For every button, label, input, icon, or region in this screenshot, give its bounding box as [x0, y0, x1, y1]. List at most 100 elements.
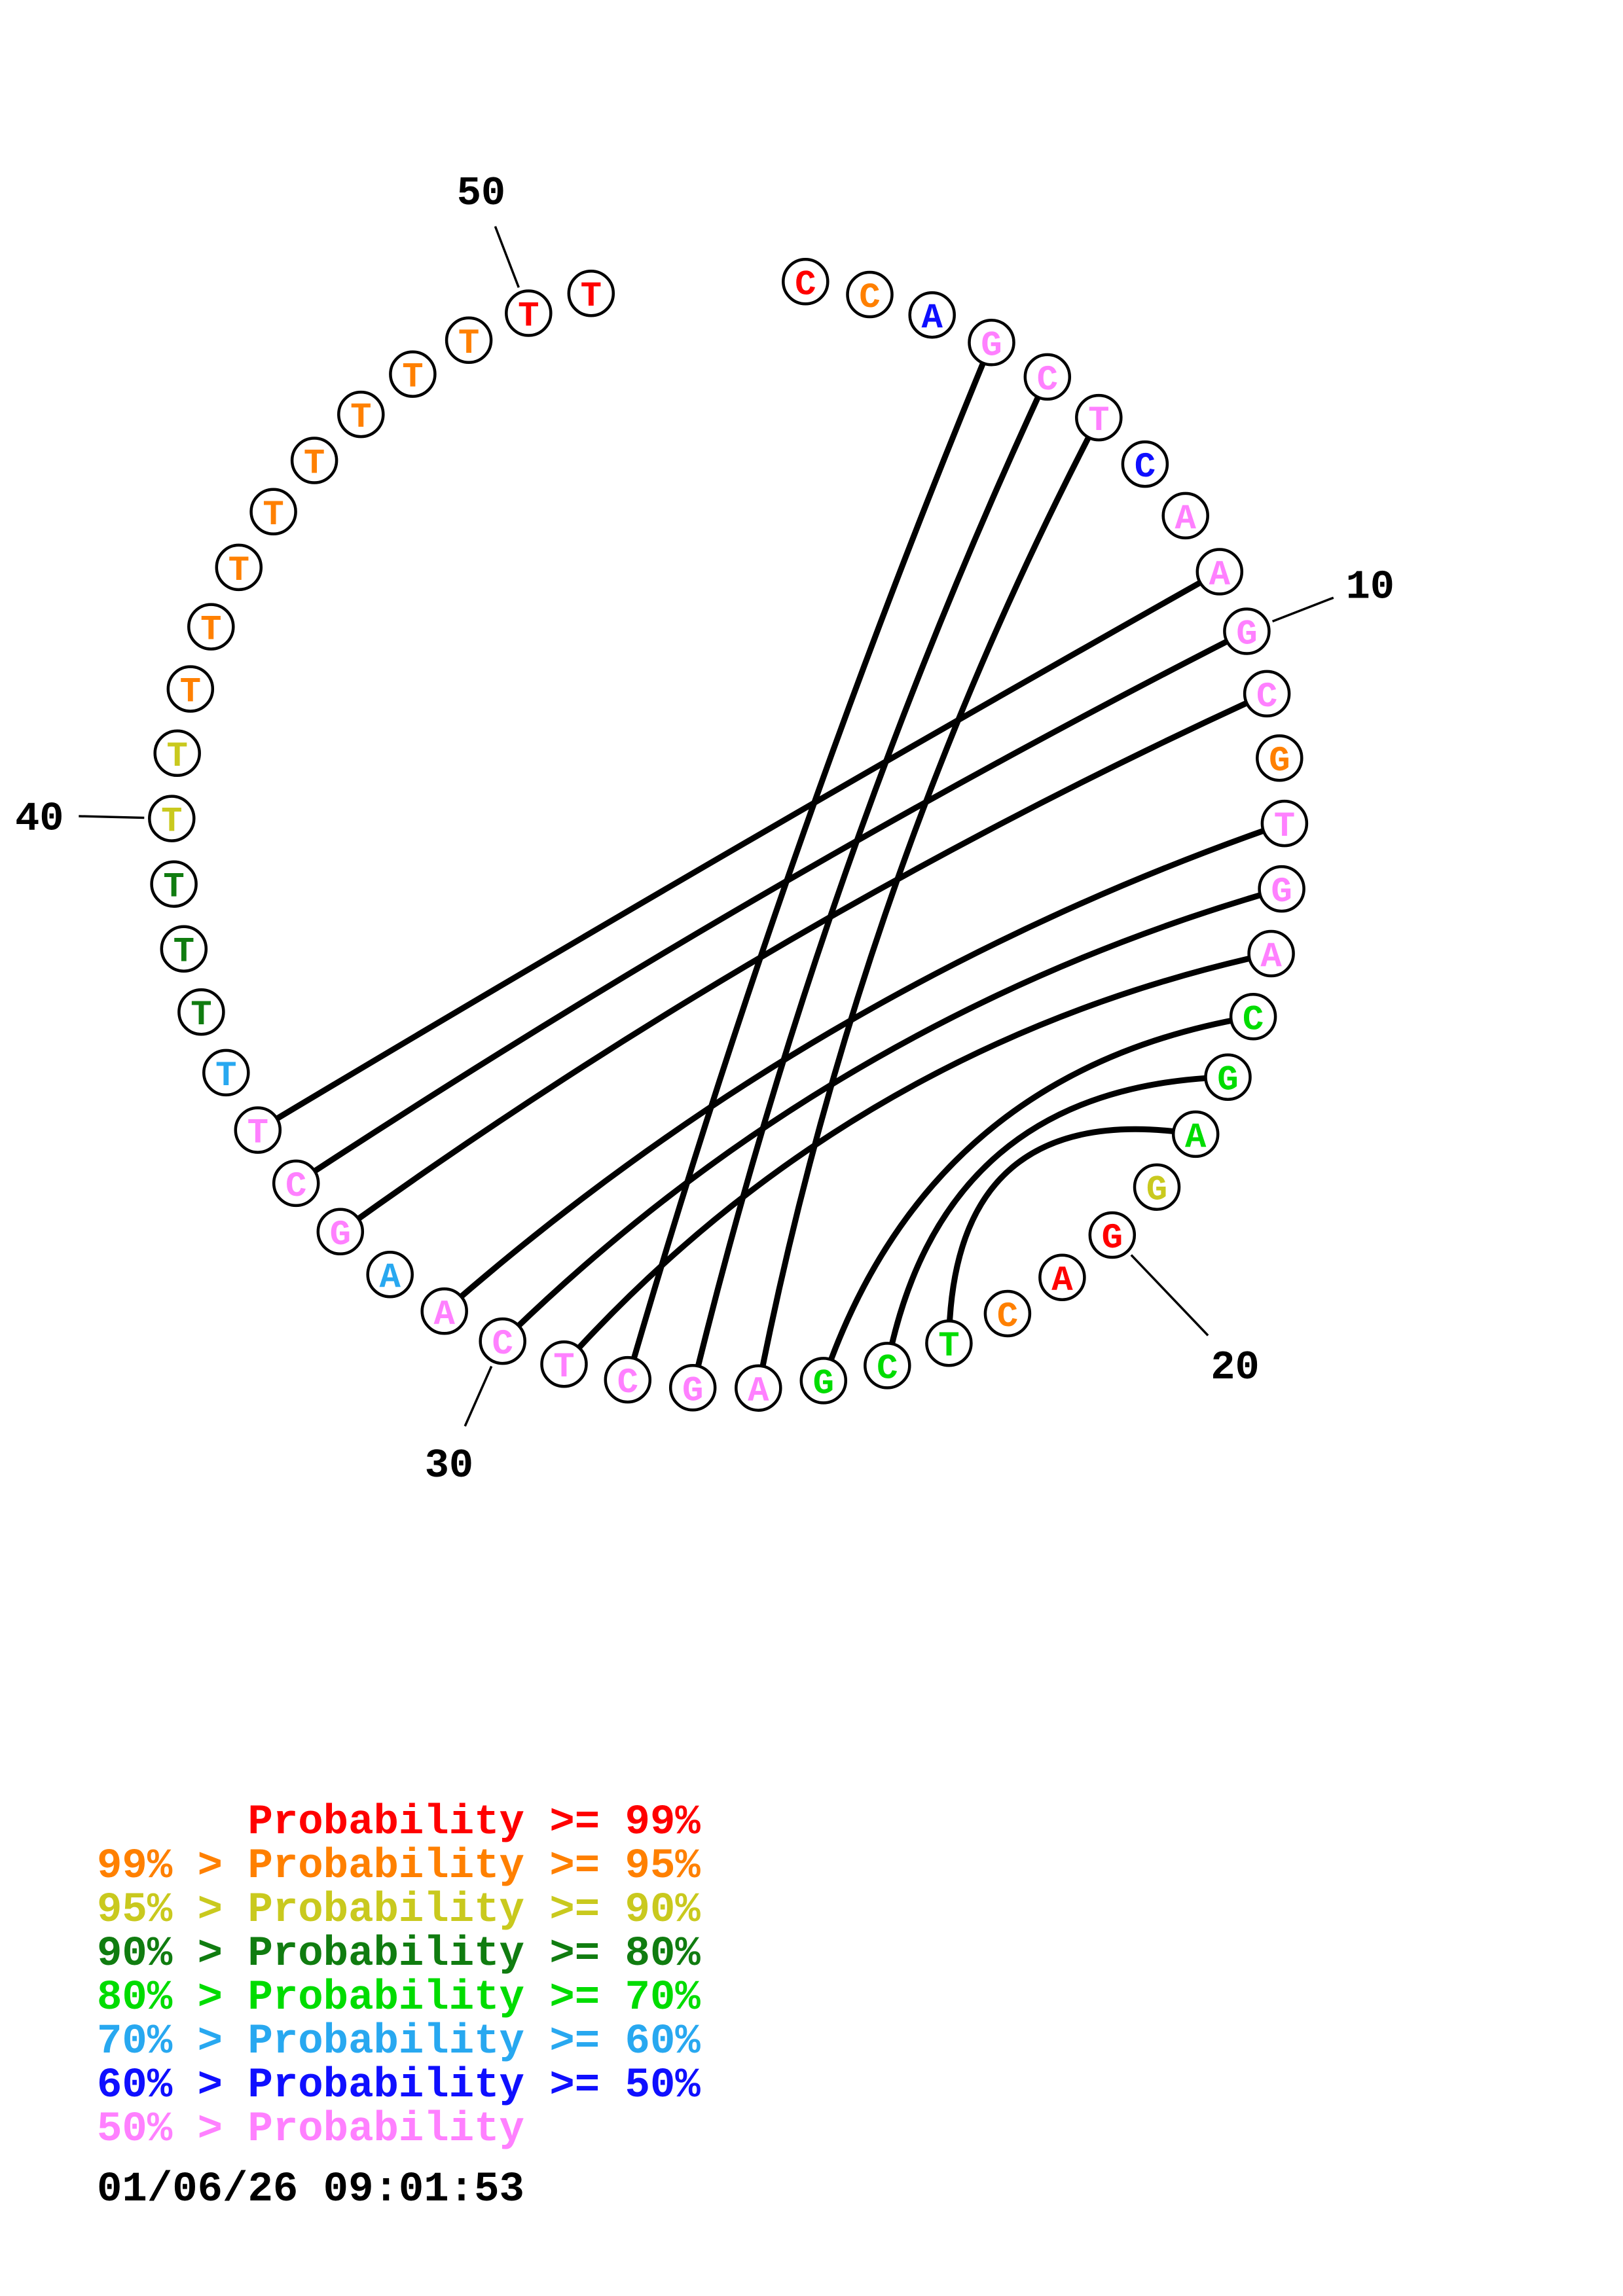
nucleotide-letter: T: [161, 802, 182, 842]
nucleotide-letter: A: [1175, 499, 1196, 539]
legend-row: 70% > Probability >= 60%: [97, 2018, 701, 2066]
nucleotide-circle: [1121, 440, 1169, 488]
nucleotide-circle: [1161, 492, 1209, 540]
nucleotide-letter: A: [433, 1295, 455, 1335]
nucleotide-circle: [735, 1364, 782, 1412]
nucleotide-letter: C: [1037, 361, 1058, 401]
nucleotide-circle: [337, 390, 385, 439]
timestamp: 01/06/26 09:01:53: [97, 2166, 524, 2214]
nucleotide-circle: [187, 603, 235, 651]
base-pair-arc: [884, 1074, 1231, 1369]
nucleotide-letter: T: [518, 297, 539, 337]
nucleotide-letter: T: [1088, 401, 1109, 441]
nucleotide-circle: [160, 925, 208, 973]
nucleotide-circle: [1171, 1110, 1220, 1158]
nucleotide-letter: G: [1102, 1219, 1123, 1259]
legend-row: 80% > Probability >= 70%: [97, 1975, 701, 2022]
nucleotide-letter: C: [1243, 1000, 1264, 1040]
nucleotide-letter: C: [997, 1297, 1018, 1337]
nucleotide-circle: [148, 795, 196, 842]
nucleotide-circle: [668, 1364, 717, 1412]
nucleotide-circle: [505, 289, 553, 337]
nucleotide-circle: [272, 1159, 320, 1208]
base-pair-arc: [293, 628, 1250, 1187]
nucleotide-letter: C: [1256, 677, 1277, 717]
nucleotide-circle: [567, 269, 615, 317]
position-label-line: [79, 815, 145, 819]
nucleotide-letter: C: [877, 1349, 898, 1389]
legend-row: 60% > Probability >= 50%: [97, 2062, 701, 2109]
nucleotide-letter: G: [813, 1364, 834, 1404]
nucleotide-circle: [846, 270, 894, 319]
legend-row: 99% > Probability >= 95%: [97, 1843, 701, 1890]
base-pair-arc: [255, 569, 1223, 1134]
nucleotide-circle: [1223, 607, 1271, 655]
nucleotide-circle: [153, 729, 201, 778]
nucleotide-circle: [1133, 1163, 1181, 1211]
nucleotide-circle: [249, 488, 297, 536]
nucleotide-letter: C: [859, 278, 880, 318]
position-label-line: [1130, 1254, 1209, 1336]
nucleotide-circle: [1256, 734, 1304, 782]
nucleotide-letter: T: [1274, 807, 1295, 847]
nucleotide-circle: [1075, 393, 1123, 442]
nucleotide-letter: C: [795, 265, 816, 305]
nucleotide-letter: T: [180, 673, 201, 713]
position-label: 40: [15, 796, 64, 842]
nucleotide-letter: T: [581, 277, 602, 317]
legend-row: 90% > Probability >= 80%: [97, 1931, 701, 1978]
probability-legend: Probability >= 99% 99% > Probability >= 9…: [97, 1801, 701, 2152]
nucleotide-circle: [1088, 1211, 1137, 1259]
nucleotide-letter: G: [330, 1215, 351, 1255]
nucleotide-letter: T: [304, 444, 325, 484]
nucleotide-circle: [479, 1317, 526, 1365]
position-label: 10: [1346, 564, 1395, 611]
nucleotide-letter: T: [200, 611, 221, 651]
nucleotide-letter: T: [228, 551, 249, 591]
nucleotide-circle: [290, 437, 338, 484]
nucleotide-circle: [366, 1250, 414, 1299]
nucleotide-circle: [1204, 1053, 1252, 1101]
legend-row: 95% > Probability >= 90%: [97, 1887, 701, 1934]
base-pair-arc: [441, 820, 1288, 1314]
nucleotide-circle: [215, 543, 263, 592]
nucleotide-circle: [1229, 993, 1277, 1041]
nucleotide-circle: [540, 1340, 588, 1388]
nucleotide-circle: [1038, 1253, 1086, 1301]
nucleotide-letter: G: [1271, 872, 1292, 912]
nucleotide-circle: [1195, 548, 1244, 596]
nucleotide-letter: T: [247, 1114, 268, 1154]
base-pair-arc: [820, 1013, 1256, 1384]
nucleotide-circle: [234, 1106, 282, 1154]
nucleotide-letter: T: [263, 495, 283, 535]
nucleotide-letter: A: [748, 1372, 769, 1412]
nucleotide-letter: C: [617, 1363, 638, 1403]
base-pair-arc: [337, 691, 1270, 1235]
position-label-line: [464, 1365, 493, 1427]
nucleotide-circle: [782, 258, 830, 306]
nucleotide-letter: A: [1051, 1261, 1073, 1301]
nucleotide-letter: T: [166, 737, 187, 777]
nucleotide-circle: [983, 1289, 1032, 1338]
nucleotide-circle: [1243, 670, 1291, 718]
nucleotide-circle: [166, 665, 215, 713]
nucleotide-letter: G: [981, 326, 1002, 366]
nucleotide-letter: T: [163, 868, 184, 908]
nucleotide-letter: A: [379, 1258, 401, 1298]
base-pair-arc: [500, 886, 1285, 1344]
nucleotide-letter: C: [285, 1167, 306, 1207]
nucleotide-circle: [604, 1355, 652, 1404]
nucleotide-letter: T: [350, 398, 371, 438]
nucleotide-circle: [420, 1287, 468, 1335]
nucleotide-circle: [177, 988, 225, 1036]
nucleotide-circle: [864, 1342, 911, 1390]
position-label: 30: [425, 1443, 473, 1489]
nucleotide-circle: [908, 291, 956, 339]
nucleotide-circle: [202, 1049, 250, 1097]
nucleotide-letter: G: [1217, 1061, 1238, 1101]
nucleotide-circle: [799, 1357, 848, 1405]
nucleotide-letter: T: [402, 358, 423, 398]
nucleotide-circle: [150, 860, 198, 908]
